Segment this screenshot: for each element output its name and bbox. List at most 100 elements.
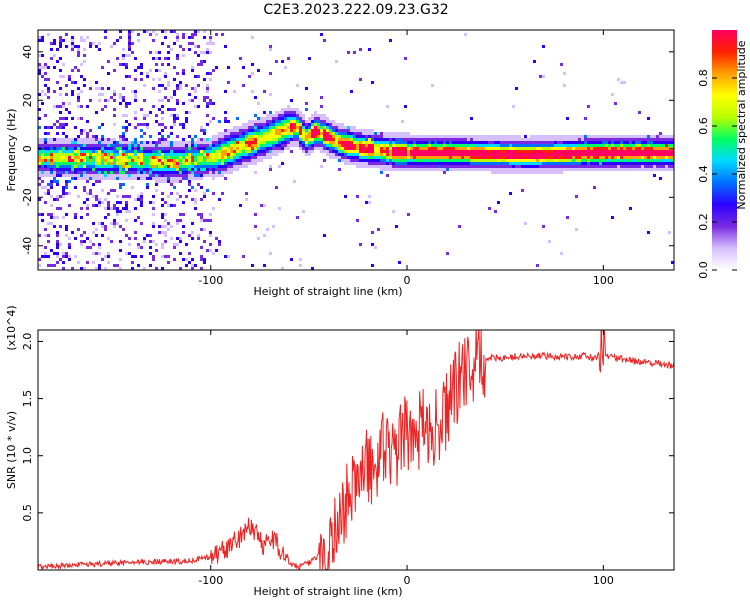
heatmap-cell	[299, 264, 302, 267]
heatmap-cell	[251, 141, 254, 144]
heatmap-cell	[434, 135, 437, 138]
heatmap-cell	[605, 159, 608, 162]
heatmap-cell	[266, 141, 269, 144]
heatmap-cell	[83, 201, 86, 204]
heatmap-cell	[107, 261, 110, 264]
heatmap-cell	[290, 99, 293, 102]
heatmap-cell	[140, 141, 143, 144]
heatmap-cell	[452, 141, 455, 144]
heatmap-cell	[497, 150, 500, 153]
heatmap-cell	[254, 153, 257, 156]
heatmap-cell	[191, 153, 194, 156]
heatmap-cell	[89, 162, 92, 165]
heatmap-cell	[65, 93, 68, 96]
heatmap-cell	[215, 156, 218, 159]
heatmap-cell	[95, 174, 98, 177]
heatmap-cell	[149, 144, 152, 147]
heatmap-cell	[443, 144, 446, 147]
heatmap-cell	[77, 93, 80, 96]
heatmap-cell	[239, 126, 242, 129]
heatmap-cell	[74, 165, 77, 168]
heatmap-cell	[215, 237, 218, 240]
heatmap-cell	[251, 144, 254, 147]
heatmap-cell	[638, 162, 641, 165]
heatmap-cell	[44, 246, 47, 249]
heatmap-cell	[656, 159, 659, 162]
heatmap-cell	[578, 150, 581, 153]
heatmap-cell	[251, 72, 254, 75]
heatmap-cell	[431, 165, 434, 168]
heatmap-cell	[203, 228, 206, 231]
heatmap-cell	[563, 153, 566, 156]
heatmap-cell	[62, 123, 65, 126]
heatmap-cell	[485, 153, 488, 156]
heatmap-cell	[206, 147, 209, 150]
heatmap-cell	[473, 159, 476, 162]
heatmap-cell	[215, 144, 218, 147]
heatmap-cell	[113, 90, 116, 93]
heatmap-cell	[191, 87, 194, 90]
heatmap-cell	[581, 147, 584, 150]
heatmap-cell	[194, 51, 197, 54]
heatmap-cell	[161, 165, 164, 168]
heatmap-cell	[308, 147, 311, 150]
heatmap-cell	[74, 126, 77, 129]
heatmap-cell	[98, 93, 101, 96]
heatmap-cell	[317, 144, 320, 147]
heatmap-cell	[284, 114, 287, 117]
heatmap-cell	[296, 135, 299, 138]
heatmap-cell	[518, 144, 521, 147]
heatmap-cell	[341, 159, 344, 162]
heatmap-cell	[440, 147, 443, 150]
heatmap-cell	[479, 141, 482, 144]
heatmap-cell	[149, 141, 152, 144]
heatmap-cell	[461, 138, 464, 141]
heatmap-cell	[203, 30, 206, 33]
heatmap-cell	[107, 150, 110, 153]
heatmap-cell	[242, 165, 245, 168]
heatmap-cell	[299, 138, 302, 141]
heatmap-cell	[215, 249, 218, 252]
heatmap-cell	[80, 39, 83, 42]
heatmap-cell	[575, 156, 578, 159]
heatmap-cell	[569, 162, 572, 165]
heatmap-cell	[56, 180, 59, 183]
heatmap-cell	[134, 255, 137, 258]
heatmap-cell	[488, 144, 491, 147]
heatmap-cell	[104, 207, 107, 210]
heatmap-cell	[596, 162, 599, 165]
heatmap-cell	[224, 168, 227, 171]
heatmap-cell	[212, 102, 215, 105]
heatmap-cell	[362, 147, 365, 150]
heatmap-cell	[284, 126, 287, 129]
heatmap-cell	[137, 195, 140, 198]
heatmap-cell	[431, 156, 434, 159]
heatmap-cell	[221, 150, 224, 153]
heatmap-cell	[311, 138, 314, 141]
heatmap-cell	[317, 132, 320, 135]
heatmap-cell	[443, 165, 446, 168]
heatmap-cell	[41, 219, 44, 222]
heatmap-cell	[461, 141, 464, 144]
heatmap-cell	[353, 144, 356, 147]
heatmap-cell	[515, 156, 518, 159]
heatmap-cell	[584, 147, 587, 150]
heatmap-cell	[662, 141, 665, 144]
heatmap-cell	[95, 198, 98, 201]
heatmap-cell	[269, 156, 272, 159]
heatmap-cell	[377, 165, 380, 168]
heatmap-cell	[305, 120, 308, 123]
heatmap-cell	[383, 153, 386, 156]
heatmap-cell	[296, 120, 299, 123]
heatmap-cell	[254, 132, 257, 135]
heatmap-cell	[416, 144, 419, 147]
heatmap-cell	[326, 132, 329, 135]
heatmap-cell	[329, 144, 332, 147]
heatmap-cell	[560, 159, 563, 162]
heatmap-cell	[485, 159, 488, 162]
heatmap-cell	[77, 153, 80, 156]
heatmap-cell	[374, 153, 377, 156]
heatmap-cell	[413, 153, 416, 156]
heatmap-cell	[173, 114, 176, 117]
heatmap-cell	[122, 57, 125, 60]
